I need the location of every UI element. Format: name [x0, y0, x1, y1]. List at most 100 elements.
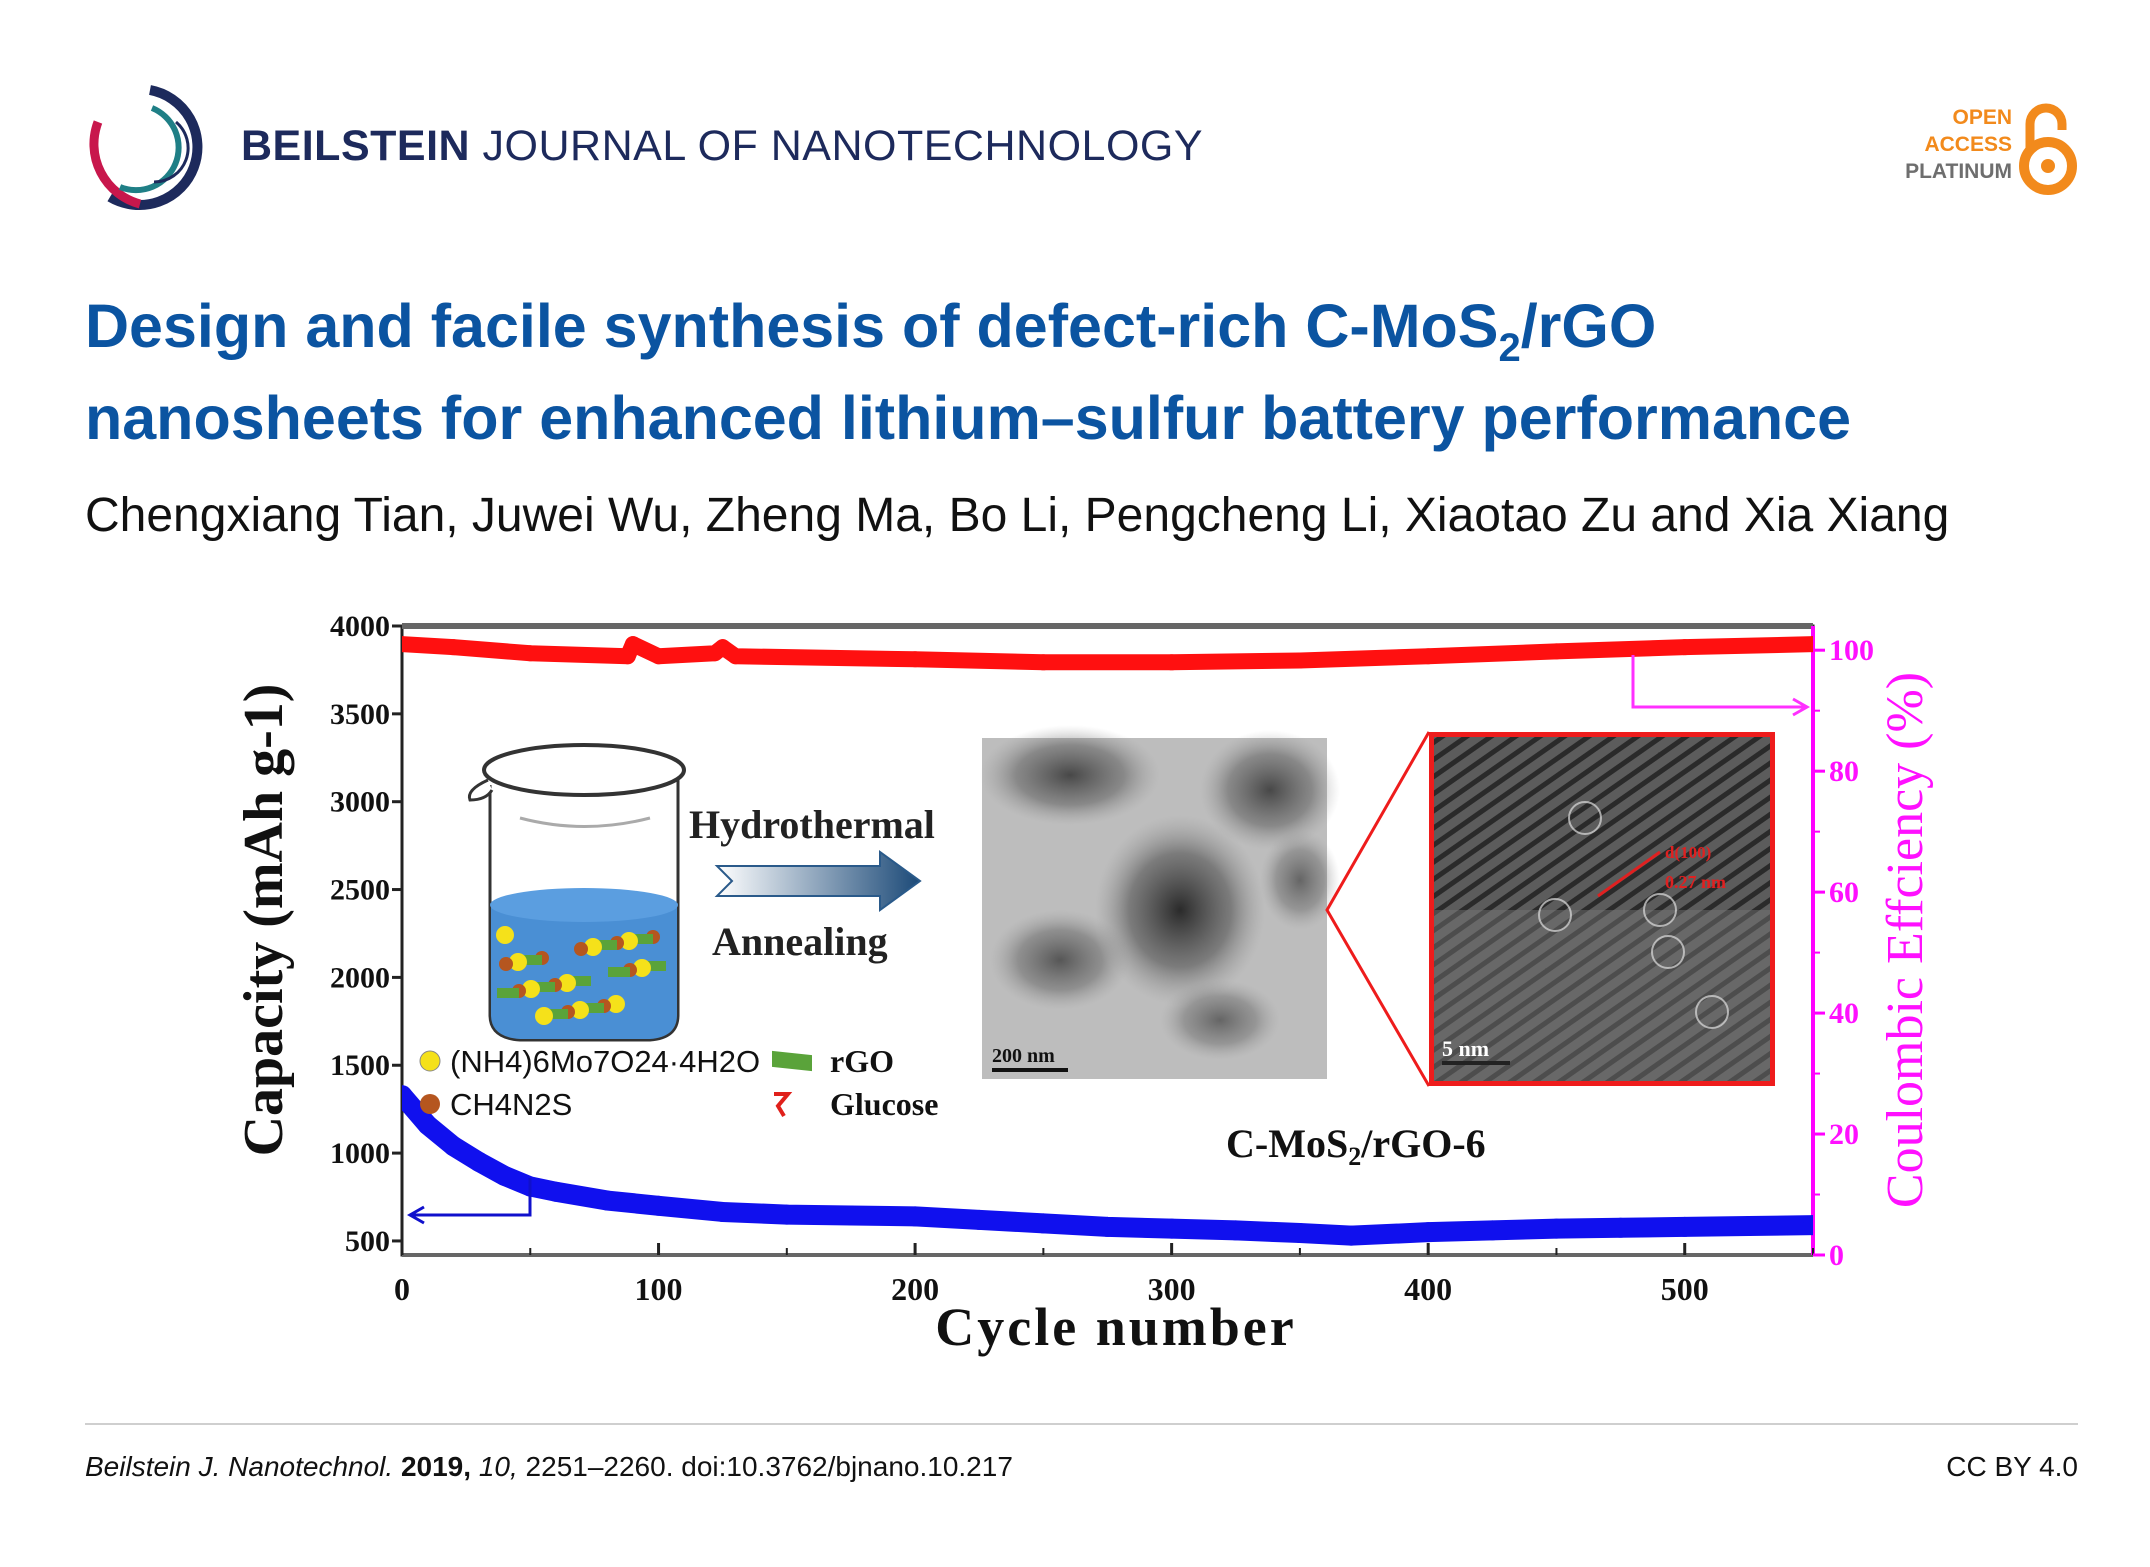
data-point [624, 636, 641, 653]
y-tick-label: 1500 [330, 1049, 390, 1082]
efficiency-axis-arrow [1631, 655, 1805, 709]
x-tick-label: 200 [891, 1271, 939, 1307]
particle [574, 942, 588, 956]
open-access-badge: OPEN ACCESS PLATINUM [1860, 104, 2012, 185]
oa-platinum: PLATINUM [1905, 160, 2012, 183]
particle [522, 980, 540, 998]
data-point [545, 1181, 566, 1202]
legend-glucose-label: Glucose [830, 1086, 938, 1122]
legend-thiourea-label: CH4N2S [450, 1087, 572, 1122]
journal-brand: BEILSTEIN [241, 122, 471, 170]
data-point [712, 1201, 733, 1222]
particle [496, 926, 514, 944]
data-point [494, 1165, 515, 1186]
citation-volume: 10, [478, 1451, 518, 1482]
data-point [1035, 654, 1052, 671]
title-line1-end: /rGO [1520, 292, 1657, 360]
rgo-sheet [569, 976, 591, 986]
citation-doi[interactable]: 2251–2260. doi:10.3762/bjnano.10.217 [525, 1451, 1013, 1482]
legend-molybdate-dot [419, 1050, 441, 1072]
rgo-sheet [644, 961, 666, 971]
data-point [443, 1136, 464, 1157]
data-point [1341, 1225, 1362, 1246]
plot-frame [400, 623, 1815, 1257]
author-list: Chengxiang Tian, Juwei Wu, Zheng Ma, Bo … [85, 489, 1950, 542]
series-line [402, 636, 1813, 671]
title-subscript: 2 [1498, 326, 1521, 370]
particle [571, 1001, 589, 1019]
hrtem-scale-label: 5 nm [1442, 1036, 1489, 1061]
particle [509, 953, 527, 971]
data-point [402, 1085, 412, 1106]
title-line1: Design and facile synthesis of defect-ri… [85, 292, 1499, 360]
hrtem-image: d(100) 0.27 nm 5 nm [1429, 732, 1775, 1086]
y-tick-label: 3500 [330, 698, 390, 731]
data-point [522, 645, 539, 662]
data-point [597, 1190, 618, 1211]
data-point [468, 1151, 489, 1172]
y-axis-label: Capacity (mAh g-1) [233, 684, 295, 1157]
data-point [648, 1195, 669, 1216]
y2-axis-label: Coulombic Effciency (%) [1877, 672, 1934, 1208]
legend-rgo-icon [772, 1050, 812, 1072]
tem-image: 200 nm [980, 725, 1340, 1079]
data-point [1674, 1216, 1695, 1237]
particle [584, 938, 602, 956]
y2-tick-label: 60 [1829, 876, 1859, 909]
data-point [905, 1206, 926, 1227]
data-point [1610, 1217, 1631, 1238]
open-lock-icon [2019, 103, 2077, 195]
citation-journal: Beilstein J. Nanotechnol. [85, 1451, 394, 1482]
particle [535, 1007, 553, 1025]
data-point [1803, 1215, 1813, 1236]
legend-glucose-icon [774, 1092, 793, 1118]
series-line [402, 1088, 1813, 1246]
y-tick-label: 2000 [330, 961, 390, 994]
data-point [969, 1209, 990, 1230]
y2-tick-label: 80 [1829, 755, 1859, 788]
citation: Beilstein J. Nanotechnol. 2019, 10, 2251… [85, 1451, 1013, 1483]
series-coulombic-efficiency [402, 636, 1813, 671]
data-point [650, 648, 667, 665]
y2-tick-label: 20 [1829, 1118, 1859, 1151]
hrtem-d-label: d(100) [1665, 843, 1711, 862]
data-point [1482, 1220, 1503, 1241]
data-point [1418, 1222, 1439, 1243]
x-tick-label: 100 [635, 1271, 683, 1307]
rgo-sheet [497, 988, 519, 998]
annealing-label: Annealing [712, 919, 888, 964]
capacity-axis-arrow [412, 1178, 532, 1217]
data-point [1548, 643, 1565, 660]
rgo-sheet [546, 1009, 568, 1019]
rgo-sheet [631, 934, 653, 944]
legend-thiourea-dot [420, 1094, 440, 1114]
footer-divider [85, 1423, 2078, 1425]
data-point [714, 639, 731, 656]
y-tick-label: 1000 [330, 1137, 390, 1170]
license[interactable]: CC BY 4.0 [1946, 1451, 2078, 1482]
x-axis-label: Cycle number [935, 1297, 1296, 1357]
oa-open: OPEN [1952, 106, 2012, 129]
y2-tick-label: 40 [1829, 997, 1859, 1030]
data-point [1546, 1218, 1567, 1239]
particle [633, 959, 651, 977]
hrtem-spacing-label: 0.27 nm [1665, 872, 1726, 892]
x-tick-label: 400 [1404, 1271, 1452, 1307]
data-point [1097, 1216, 1118, 1237]
tem-scale-label: 200 nm [992, 1045, 1055, 1067]
beilstein-logo-icon [89, 85, 203, 211]
oa-access: ACCESS [1924, 133, 2012, 156]
process-arrow-icon [714, 850, 922, 912]
graphical-abstract-figure: 0 100 200 300 400 500500100015002000250030003… [233, 610, 1934, 1357]
rgo-sheet [582, 1003, 604, 1013]
data-point [1738, 1216, 1759, 1237]
legend: (NH4)6Mo7O24·4H2O CH4N2S rGO Glucose [419, 1043, 938, 1122]
title-line2: nanosheets for enhanced lithium–sulfur b… [85, 384, 1851, 452]
x-tick-label: 300 [1148, 1271, 1196, 1307]
particle [607, 995, 625, 1013]
y-tick-label: 3000 [330, 786, 390, 819]
legend-rgo-label: rGO [830, 1043, 894, 1079]
particle [558, 974, 576, 992]
data-point [840, 1205, 861, 1226]
sample-label: C-MoS2/rGO-6 [1226, 1121, 1486, 1171]
